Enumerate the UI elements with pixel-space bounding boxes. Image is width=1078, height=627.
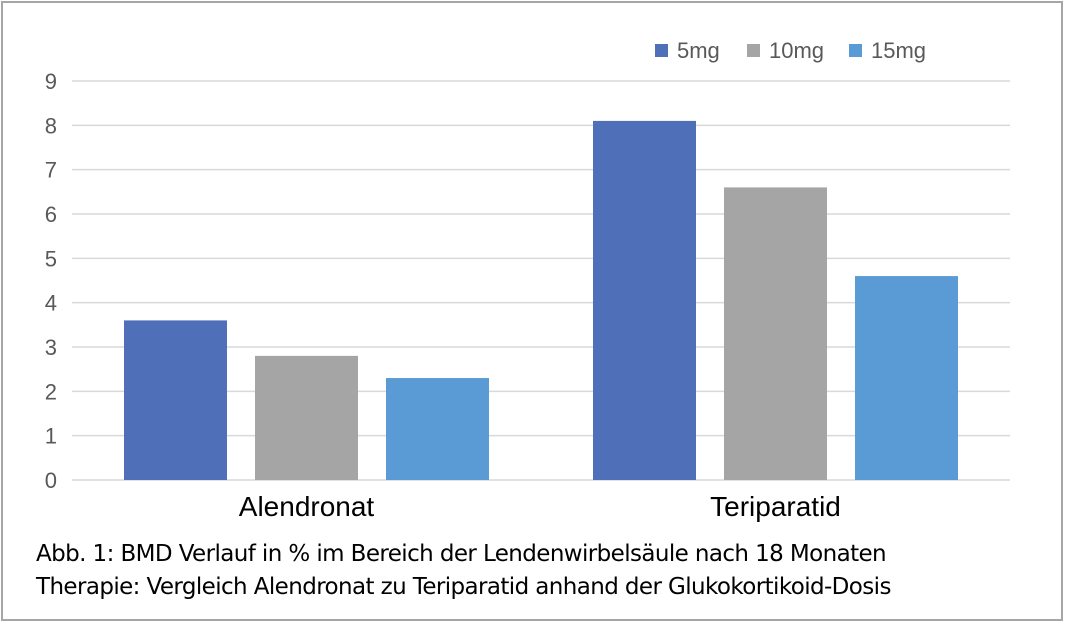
legend-label-5mg: 5mg xyxy=(677,38,720,63)
legend-label-15mg: 15mg xyxy=(871,38,926,63)
y-tick-label: 7 xyxy=(45,158,57,183)
gridlines xyxy=(72,80,1010,481)
x-category-label: Alendronat xyxy=(239,491,375,522)
bar-teriparatid-5mg xyxy=(593,120,696,481)
y-tick-label: 2 xyxy=(45,379,57,404)
legend: 5mg 10mg 15mg xyxy=(655,38,926,63)
bar-alendronat-5mg xyxy=(124,320,227,480)
bars xyxy=(124,120,958,481)
legend-label-10mg: 10mg xyxy=(769,38,824,63)
x-category-label: Teriparatid xyxy=(710,491,841,522)
y-tick-label: 3 xyxy=(45,335,57,360)
bar-alendronat-10mg xyxy=(255,355,358,480)
legend-swatch-10mg xyxy=(747,44,760,57)
bar-chart: 0 1 2 3 4 5 6 7 8 9 Alendronat Teriparatid 5mg 10mg… xyxy=(45,38,1010,522)
y-axis-ticks: 0 1 2 3 4 5 6 7 8 9 xyxy=(45,69,57,493)
x-axis-categories: Alendronat Teriparatid xyxy=(239,491,841,522)
bar-teriparatid-10mg xyxy=(724,187,827,480)
figure-caption: Abb. 1: BMD Verlauf in % im Bereich der … xyxy=(36,538,1046,604)
y-tick-label: 9 xyxy=(45,69,57,94)
legend-swatch-5mg xyxy=(655,44,668,57)
y-tick-label: 6 xyxy=(45,202,57,227)
bar-teriparatid-15mg xyxy=(855,276,958,480)
y-tick-label: 5 xyxy=(45,246,57,271)
legend-swatch-15mg xyxy=(849,44,862,57)
y-tick-label: 0 xyxy=(45,468,57,493)
caption-line-2: Therapie: Vergleich Alendronat zu Teripa… xyxy=(36,574,891,600)
bar-alendronat-15mg xyxy=(386,378,489,480)
y-tick-label: 4 xyxy=(45,291,57,316)
y-tick-label: 1 xyxy=(45,424,57,449)
caption-line-1: Abb. 1: BMD Verlauf in % im Bereich der … xyxy=(36,541,887,567)
y-tick-label: 8 xyxy=(45,113,57,138)
